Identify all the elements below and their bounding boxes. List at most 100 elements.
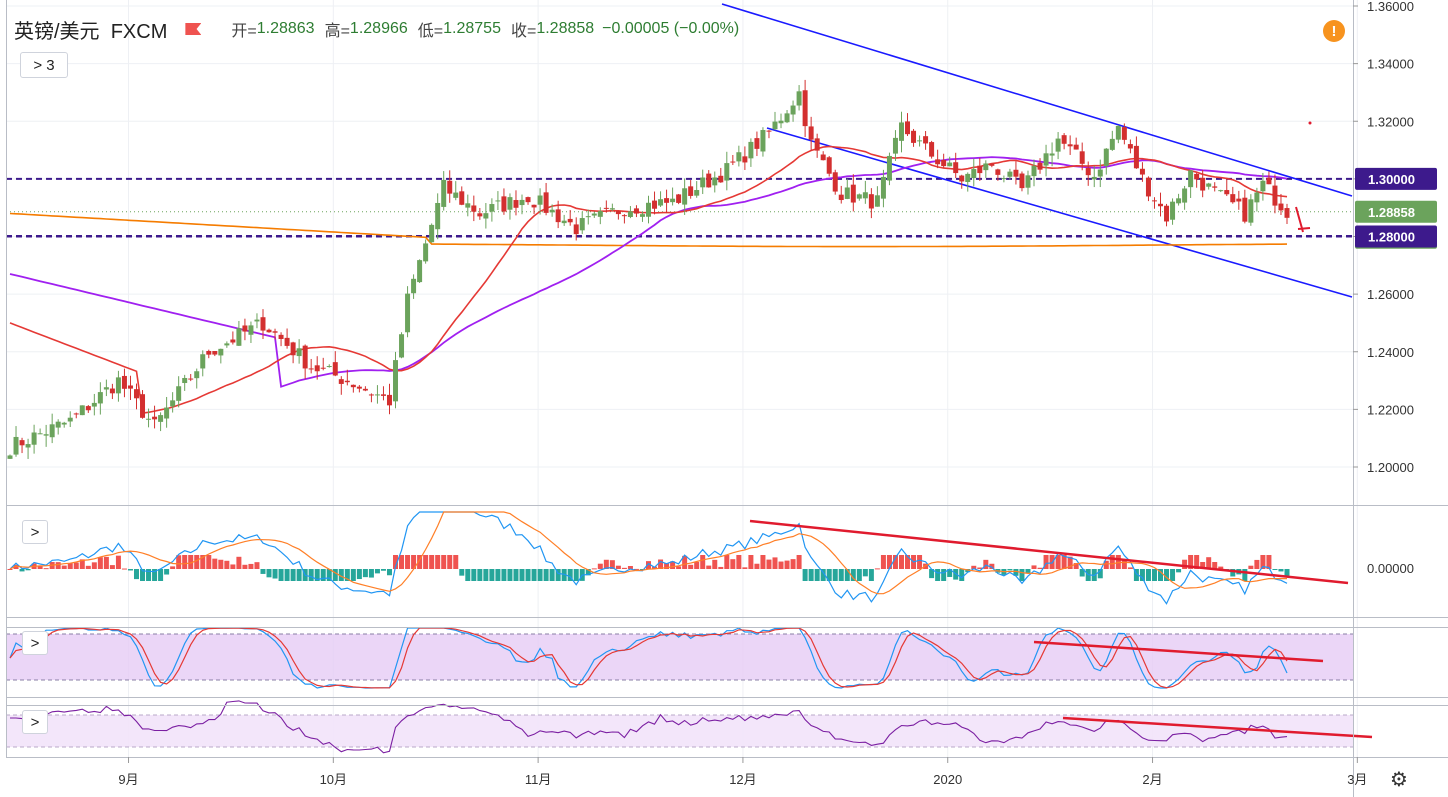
rsi-toggle-button[interactable]: > [22,710,48,734]
candle-up [465,203,471,208]
candle-up [1031,165,1037,177]
candle-down [1073,144,1079,150]
macd-histogram-bar [146,569,152,581]
channel-lower-line [766,127,1353,298]
candle-down [1164,205,1170,222]
macd-zero-label: 0.00000 [1367,561,1414,576]
candle-up [965,173,971,182]
candle-up [103,387,109,390]
macd-histogram-bar [121,568,127,570]
macd-histogram-bar [405,555,411,569]
stoch-toggle-button[interactable]: > [22,631,48,655]
candle-up [1115,125,1121,140]
candle-up [561,220,567,224]
macd-toggle-button[interactable]: > [22,520,48,544]
candle-down [766,130,772,132]
candle-up [236,328,242,346]
candle-up [627,211,633,217]
gear-icon[interactable]: ⚙ [1390,768,1408,791]
macd-histogram-bar [1188,555,1194,569]
x-tick-label: 12月 [729,772,756,787]
chevron-right-icon: > [33,56,47,74]
macd-histogram-bar [1176,569,1182,573]
ma-short-line [9,145,1288,414]
candle-up [182,377,188,384]
macd-histogram-bar [79,559,85,569]
macd-histogram-bar [706,565,712,569]
exclamation-icon[interactable]: ! [1323,20,1345,42]
candle-down [802,90,808,127]
candle-up [609,208,615,210]
candle-down [633,208,639,214]
candle-up [1097,169,1103,177]
y-axis-labels: 1.36000 1.34000 1.32000 1.30000 1.28000 1.260… [1353,0,1414,576]
candle-down [152,416,158,420]
x-tick-label: 10月 [320,772,347,787]
macd-line [9,511,1288,605]
macd-histogram-bar [929,569,935,579]
y-tick-label: 1.36000 [1367,0,1414,14]
candle-down [826,157,832,174]
candle-down [989,163,995,166]
candle-down [459,191,465,205]
x-axis-labels: 9月 10月 11月 12月 2020 2月 3月 [118,757,1367,787]
symbol-title[interactable]: 英镑/美元 FXCM [14,20,168,43]
candle-up [917,140,923,142]
candle-down [1212,186,1218,188]
macd-histogram-bar [411,555,417,569]
candle-down [133,389,139,399]
macd-histogram-bar [856,569,862,581]
oscillator-bands [6,633,1353,748]
macd-histogram-bar [1139,569,1145,581]
candle-up [1055,138,1061,152]
candle-up [658,199,664,206]
candle-down [212,351,218,355]
macd-histogram-bar [561,569,567,581]
macd-histogram-bar [103,556,109,569]
last-price-tag: 1.28858 [1368,205,1415,220]
macd-histogram-bar [109,565,115,569]
candle-up [296,348,302,357]
candle-down [290,342,296,356]
candle-down [206,350,212,355]
signal-line [9,511,1287,595]
candle-down [314,365,320,372]
stoch-band [6,634,1353,680]
macd-histogram-bar [453,555,459,569]
macd-histogram-bar [591,568,597,570]
candle-down [140,394,146,418]
candle-up [7,455,13,459]
candle-up [1182,188,1188,203]
candle-up [585,216,591,218]
candle-up [399,334,405,358]
indicators-toggle-button[interactable]: > 3 [20,52,68,78]
candle-down [525,197,531,203]
macd-histogram-bar [43,568,49,570]
macd-histogram-bar [712,559,718,569]
candle-down [676,194,682,203]
candle-up [639,214,645,217]
macd-histogram-bar [374,569,380,574]
candle-up [880,176,886,199]
macd-histogram-bar [278,569,284,581]
candle-up [1103,148,1109,166]
candle-down [338,379,344,384]
low-label: 低= [417,23,444,40]
chevron-right-icon: > [30,634,40,652]
rsi-line [10,700,1288,754]
candle-down [308,368,314,370]
candle-up [115,377,121,394]
candle-down [935,159,941,165]
macd-histogram-bar [25,569,31,571]
x-tick-label: 11月 [525,772,552,787]
macd-histogram-bar [1025,569,1031,573]
macd-histogram-bar [874,568,880,570]
macd-histogram-bar [170,566,176,569]
macd-histogram-bar [158,569,164,581]
candle-down [477,213,483,217]
candle-down [603,207,609,209]
macd-histogram-bar [983,559,989,569]
macd-histogram-bar [796,555,802,569]
